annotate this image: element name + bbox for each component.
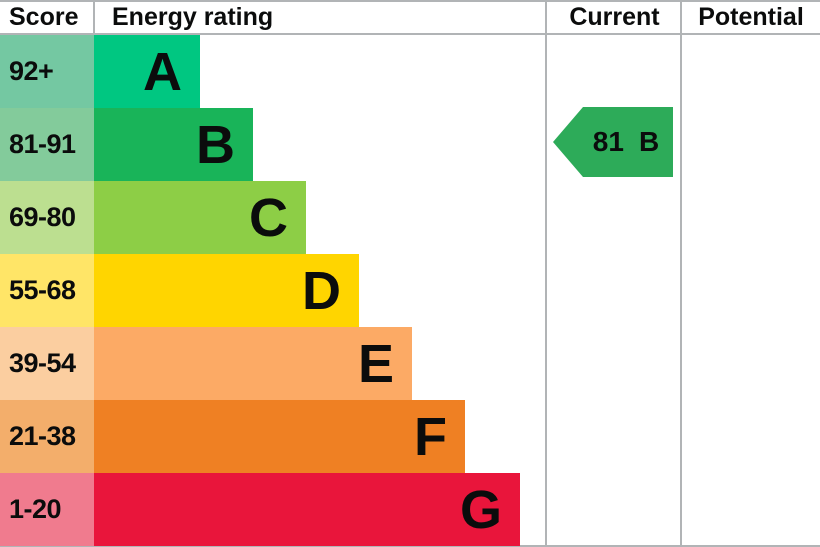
band-rows: 92+ A 81-91 B 69-80 C 55-68 D 39-54 E 21-38 F 1-20 G: [0, 35, 520, 546]
band-row-e: 39-54 E: [0, 327, 520, 400]
chart-header: Score Energy rating Current Potential: [0, 2, 820, 33]
energy-rating-column-header: Energy rating: [112, 3, 274, 31]
band-row-b: 81-91 B: [0, 108, 520, 181]
score-range-cell: 39-54: [0, 327, 94, 400]
score-range-cell: 81-91: [0, 108, 94, 181]
band-letter: C: [249, 187, 288, 248]
score-column-divider-line: [93, 0, 95, 33]
score-column-header: Score: [9, 3, 79, 31]
score-range-cell: 1-20: [0, 473, 94, 546]
band-row-f: 21-38 F: [0, 400, 520, 473]
band-bar: G: [94, 473, 520, 546]
potential-column-header: Potential: [698, 3, 804, 31]
band-letter: A: [143, 41, 182, 102]
band-bar: B: [94, 108, 253, 181]
top-border-line: [0, 0, 820, 2]
score-range-cell: 55-68: [0, 254, 94, 327]
band-bar: D: [94, 254, 359, 327]
current-column-divider-line: [545, 0, 547, 547]
score-range-cell: 21-38: [0, 400, 94, 473]
bottom-border-line: [0, 545, 820, 547]
current-rating-arrow: 81 B: [553, 107, 673, 177]
band-letter: E: [357, 333, 394, 394]
band-letter: D: [302, 260, 341, 321]
band-bar: F: [94, 400, 465, 473]
band-row-a: 92+ A: [0, 35, 520, 108]
band-letter: F: [414, 406, 447, 467]
score-range-cell: 92+: [0, 35, 94, 108]
band-bar: E: [94, 327, 412, 400]
header-divider-line: [0, 33, 820, 35]
band-bar: C: [94, 181, 306, 254]
band-bar: A: [94, 35, 200, 108]
band-row-g: 1-20 G: [0, 473, 520, 546]
band-letter: G: [459, 479, 502, 540]
band-row-d: 55-68 D: [0, 254, 520, 327]
current-rating-band: B: [638, 126, 660, 157]
current-rating-score: 81: [592, 126, 624, 157]
current-column-header: Current: [569, 3, 660, 31]
potential-column-divider-line: [680, 0, 682, 547]
band-letter: B: [196, 114, 235, 175]
band-row-c: 69-80 C: [0, 181, 520, 254]
score-range-cell: 69-80: [0, 181, 94, 254]
